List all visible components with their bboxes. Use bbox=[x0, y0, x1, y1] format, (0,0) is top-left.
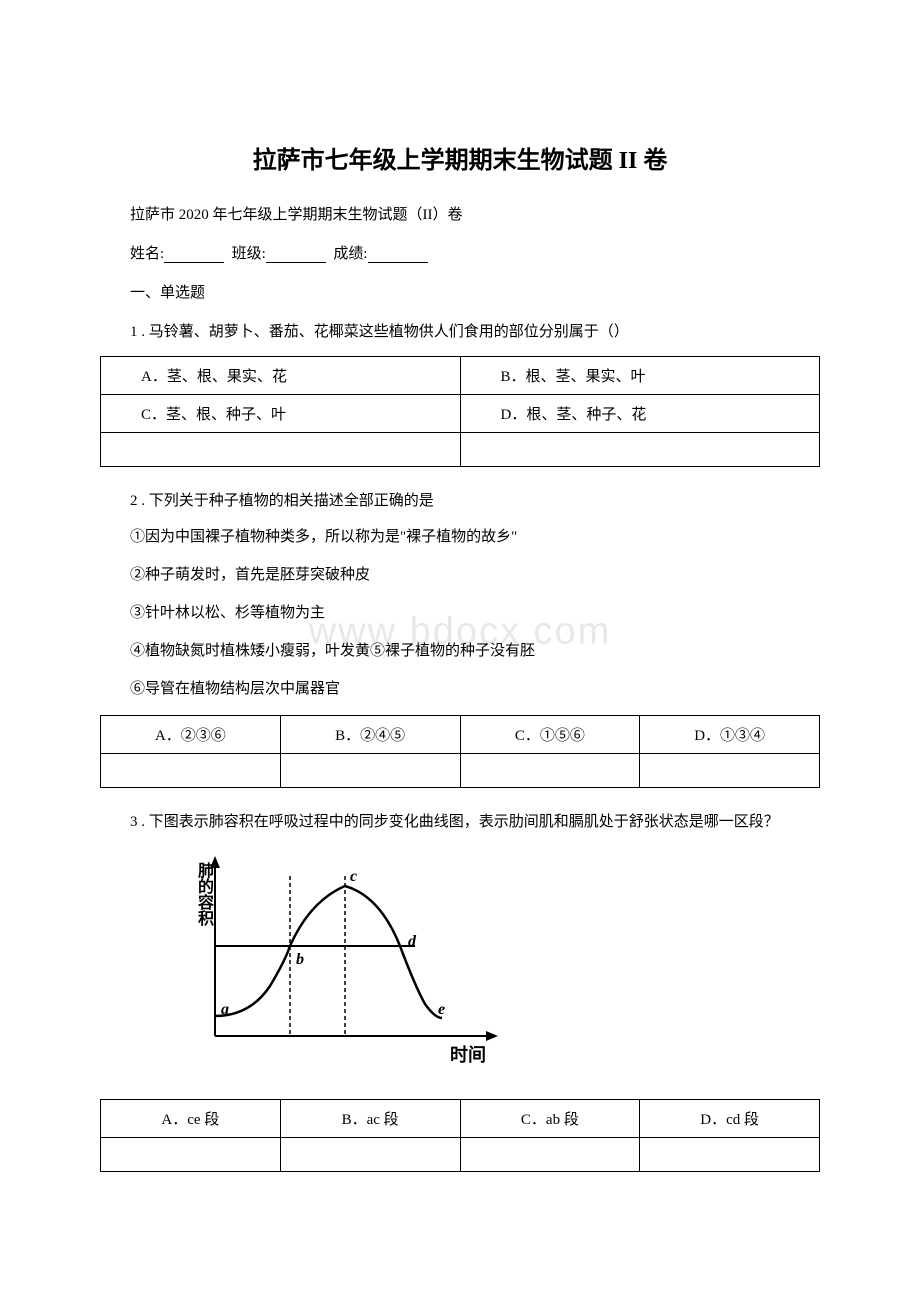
point-b-label: b bbox=[296, 951, 304, 968]
name-blank[interactable] bbox=[164, 262, 224, 263]
option-b: B．ac 段 bbox=[280, 1100, 460, 1138]
option-d: D．cd 段 bbox=[640, 1100, 820, 1138]
chart-container: 肺 的 容 积 a b c d e 时间 bbox=[100, 846, 820, 1081]
option-d: D．根、茎、种子、花 bbox=[460, 395, 820, 433]
option-d: D．①③④ bbox=[640, 716, 820, 754]
point-e-label: e bbox=[438, 1001, 445, 1018]
option-a: A．ce 段 bbox=[101, 1100, 281, 1138]
option-c: C．ab 段 bbox=[460, 1100, 640, 1138]
table-row: A．②③⑥ B．②④⑤ C．①⑤⑥ D．①③④ bbox=[101, 716, 820, 754]
curve bbox=[215, 886, 442, 1018]
class-label: 班级: bbox=[232, 246, 266, 262]
question-1-options-table: A．茎、根、果实、花 B．根、茎、果实、叶 C．茎、根、种子、叶 D．根、茎、种… bbox=[100, 356, 820, 467]
empty-cell bbox=[280, 754, 460, 788]
point-a-label: a bbox=[221, 1001, 229, 1018]
lung-volume-chart: 肺 的 容 积 a b c d e 时间 bbox=[160, 846, 520, 1076]
empty-cell bbox=[280, 1138, 460, 1172]
empty-cell bbox=[640, 1138, 820, 1172]
chart-xlabel: 时间 bbox=[450, 1045, 486, 1065]
class-blank[interactable] bbox=[266, 262, 326, 263]
info-line: 姓名: 班级: 成绩: bbox=[100, 242, 820, 263]
table-row: A．ce 段 B．ac 段 C．ab 段 D．cd 段 bbox=[101, 1100, 820, 1138]
option-c: C．茎、根、种子、叶 bbox=[101, 395, 461, 433]
empty-cell bbox=[101, 754, 281, 788]
question-1-text: 1 . 马铃薯、胡萝卜、番茄、花椰菜这些植物供人们食用的部位分别属于（） bbox=[100, 320, 820, 344]
question-3-text: 3 . 下图表示肺容积在呼吸过程中的同步变化曲线图，表示肋间肌和膈肌处于舒张状态… bbox=[100, 810, 820, 834]
empty-cell bbox=[640, 754, 820, 788]
statement-5: ⑥导管在植物结构层次中属器官 bbox=[100, 677, 820, 701]
section-heading: 一、单选题 bbox=[100, 281, 820, 302]
empty-cell bbox=[101, 433, 461, 467]
option-a: A．②③⑥ bbox=[101, 716, 281, 754]
y-axis-arrow-icon bbox=[210, 856, 220, 868]
table-row bbox=[101, 433, 820, 467]
question-2-text: 2 . 下列关于种子植物的相关描述全部正确的是 bbox=[100, 489, 820, 513]
statement-4: ④植物缺氮时植株矮小瘦弱，叶发黄⑤裸子植物的种子没有胚 bbox=[100, 639, 820, 663]
table-row: A．茎、根、果实、花 B．根、茎、果实、叶 bbox=[101, 357, 820, 395]
empty-cell bbox=[460, 1138, 640, 1172]
page-title: 拉萨市七年级上学期期末生物试题 II 卷 bbox=[100, 140, 820, 175]
option-b: B．②④⑤ bbox=[280, 716, 460, 754]
statement-3: ③针叶林以松、杉等植物为主 bbox=[100, 601, 820, 625]
empty-cell bbox=[101, 1138, 281, 1172]
x-axis-arrow-icon bbox=[486, 1031, 498, 1041]
score-blank[interactable] bbox=[368, 262, 428, 263]
score-label: 成绩: bbox=[333, 246, 367, 262]
table-row bbox=[101, 1138, 820, 1172]
option-c: C．①⑤⑥ bbox=[460, 716, 640, 754]
point-d-label: d bbox=[408, 933, 417, 950]
empty-cell bbox=[460, 754, 640, 788]
name-label: 姓名: bbox=[130, 246, 164, 262]
question-2-options-table: A．②③⑥ B．②④⑤ C．①⑤⑥ D．①③④ bbox=[100, 715, 820, 788]
option-a: A．茎、根、果实、花 bbox=[101, 357, 461, 395]
statement-2: ②种子萌发时，首先是胚芽突破种皮 bbox=[100, 563, 820, 587]
empty-cell bbox=[460, 433, 820, 467]
table-row: C．茎、根、种子、叶 D．根、茎、种子、花 bbox=[101, 395, 820, 433]
point-c-label: c bbox=[350, 868, 357, 885]
subtitle: 拉萨市 2020 年七年级上学期期末生物试题（II）卷 bbox=[100, 203, 820, 224]
question-3-options-table: A．ce 段 B．ac 段 C．ab 段 D．cd 段 bbox=[100, 1099, 820, 1172]
table-row bbox=[101, 754, 820, 788]
statement-1: ①因为中国裸子植物种类多，所以称为是"裸子植物的故乡" bbox=[100, 525, 820, 549]
option-b: B．根、茎、果实、叶 bbox=[460, 357, 820, 395]
